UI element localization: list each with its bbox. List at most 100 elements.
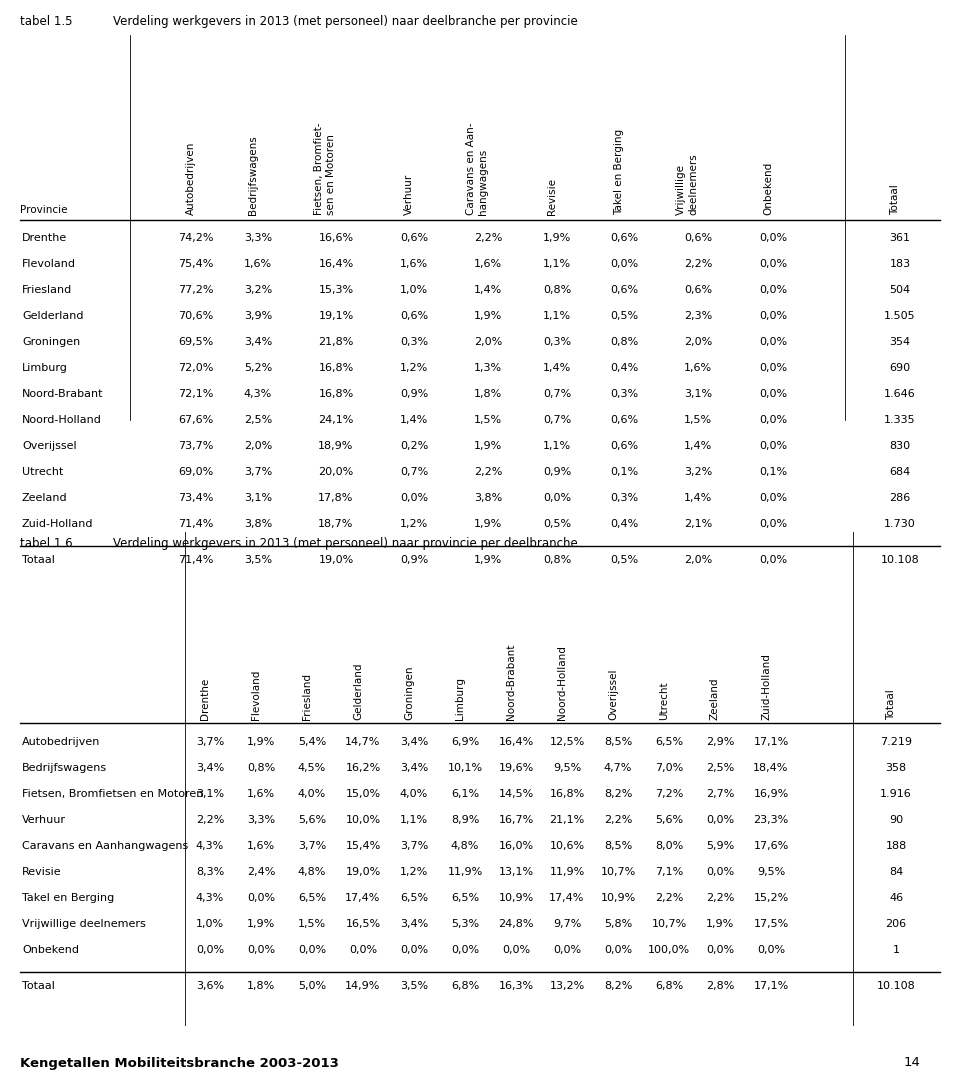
Text: 13,2%: 13,2% bbox=[549, 981, 585, 991]
Text: 16,7%: 16,7% bbox=[498, 815, 534, 825]
Text: Onbekend: Onbekend bbox=[763, 162, 773, 215]
Text: 7,0%: 7,0% bbox=[655, 762, 684, 773]
Text: 16,4%: 16,4% bbox=[319, 259, 353, 269]
Text: 3,3%: 3,3% bbox=[244, 233, 272, 243]
Text: 2,2%: 2,2% bbox=[706, 893, 734, 903]
Text: 3,5%: 3,5% bbox=[244, 555, 272, 565]
Text: 74,2%: 74,2% bbox=[179, 233, 214, 243]
Text: 6,5%: 6,5% bbox=[298, 893, 326, 903]
Text: 1.916: 1.916 bbox=[880, 789, 912, 799]
Text: Totaal: Totaal bbox=[890, 185, 900, 215]
Text: 3,7%: 3,7% bbox=[298, 841, 326, 851]
Text: 4,8%: 4,8% bbox=[298, 867, 326, 877]
Text: 0,6%: 0,6% bbox=[610, 285, 638, 295]
Text: 77,2%: 77,2% bbox=[179, 285, 214, 295]
Text: Autobedrijven: Autobedrijven bbox=[22, 737, 101, 747]
Text: 16,8%: 16,8% bbox=[319, 363, 353, 373]
Text: 3,1%: 3,1% bbox=[196, 789, 224, 799]
Text: 0,6%: 0,6% bbox=[610, 415, 638, 426]
Text: 2,2%: 2,2% bbox=[684, 259, 712, 269]
Text: 2,0%: 2,0% bbox=[474, 337, 502, 347]
Text: Drenthe: Drenthe bbox=[200, 678, 210, 720]
Text: 6,9%: 6,9% bbox=[451, 737, 479, 747]
Text: 0,0%: 0,0% bbox=[759, 441, 787, 451]
Text: 0,4%: 0,4% bbox=[610, 363, 638, 373]
Text: 3,1%: 3,1% bbox=[684, 389, 712, 399]
Text: 6,5%: 6,5% bbox=[655, 737, 684, 747]
Text: 0,6%: 0,6% bbox=[400, 233, 428, 243]
Text: 0,0%: 0,0% bbox=[759, 389, 787, 399]
Text: 13,1%: 13,1% bbox=[498, 867, 534, 877]
Text: 0,2%: 0,2% bbox=[400, 441, 428, 451]
Text: 17,1%: 17,1% bbox=[754, 981, 788, 991]
Text: Onbekend: Onbekend bbox=[22, 945, 79, 955]
Text: 19,0%: 19,0% bbox=[319, 555, 353, 565]
Text: 3,4%: 3,4% bbox=[400, 762, 428, 773]
Text: 1.646: 1.646 bbox=[884, 389, 916, 399]
Text: 0,8%: 0,8% bbox=[247, 762, 276, 773]
Text: Vrijwillige deelnemers: Vrijwillige deelnemers bbox=[22, 919, 146, 929]
Text: 4,3%: 4,3% bbox=[196, 841, 224, 851]
Text: Zeeland: Zeeland bbox=[22, 492, 67, 503]
Text: 1,6%: 1,6% bbox=[684, 363, 712, 373]
Text: 0,6%: 0,6% bbox=[684, 233, 712, 243]
Text: 0,3%: 0,3% bbox=[543, 337, 571, 347]
Text: 18,9%: 18,9% bbox=[319, 441, 353, 451]
Text: 4,3%: 4,3% bbox=[244, 389, 272, 399]
Text: Caravans en Aan-
hangwagens: Caravans en Aan- hangwagens bbox=[467, 122, 488, 215]
Text: 84: 84 bbox=[889, 867, 903, 877]
Text: Verhuur: Verhuur bbox=[404, 174, 414, 215]
Text: 1,4%: 1,4% bbox=[474, 285, 502, 295]
Text: 1.505: 1.505 bbox=[884, 311, 916, 321]
Text: 188: 188 bbox=[885, 841, 906, 851]
Text: 8,2%: 8,2% bbox=[604, 981, 633, 991]
Text: 0,0%: 0,0% bbox=[553, 945, 581, 955]
Text: tabel 1.5: tabel 1.5 bbox=[20, 15, 73, 28]
Text: 10,9%: 10,9% bbox=[600, 893, 636, 903]
Text: 0,7%: 0,7% bbox=[542, 415, 571, 426]
Text: 8,2%: 8,2% bbox=[604, 789, 633, 799]
Text: 1.335: 1.335 bbox=[884, 415, 916, 426]
Text: 2,3%: 2,3% bbox=[684, 311, 712, 321]
Text: 3,2%: 3,2% bbox=[244, 285, 272, 295]
Text: 0,8%: 0,8% bbox=[610, 337, 638, 347]
Text: 71,4%: 71,4% bbox=[179, 519, 214, 529]
Text: 1,8%: 1,8% bbox=[247, 981, 276, 991]
Text: 1: 1 bbox=[893, 945, 900, 955]
Text: 0,6%: 0,6% bbox=[684, 285, 712, 295]
Text: 1,9%: 1,9% bbox=[474, 555, 502, 565]
Text: 3,4%: 3,4% bbox=[400, 737, 428, 747]
Text: 7,2%: 7,2% bbox=[655, 789, 684, 799]
Text: 17,4%: 17,4% bbox=[549, 893, 585, 903]
Text: 0,3%: 0,3% bbox=[400, 337, 428, 347]
Text: 3,7%: 3,7% bbox=[196, 737, 224, 747]
Text: 0,0%: 0,0% bbox=[706, 945, 734, 955]
Text: 0,5%: 0,5% bbox=[610, 555, 638, 565]
Text: Vrijwillige
deelnemers: Vrijwillige deelnemers bbox=[677, 153, 698, 215]
Text: 6,8%: 6,8% bbox=[451, 981, 479, 991]
Text: Flevoland: Flevoland bbox=[22, 259, 76, 269]
Text: Verdeling werkgevers in 2013 (met personeel) naar provincie per deelbranche: Verdeling werkgevers in 2013 (met person… bbox=[113, 537, 578, 550]
Text: 17,1%: 17,1% bbox=[754, 737, 788, 747]
Text: 0,0%: 0,0% bbox=[247, 893, 276, 903]
Text: 1,6%: 1,6% bbox=[247, 841, 276, 851]
Text: 8,9%: 8,9% bbox=[451, 815, 479, 825]
Text: Overijssel: Overijssel bbox=[22, 441, 77, 451]
Text: 72,0%: 72,0% bbox=[179, 363, 214, 373]
Text: 5,6%: 5,6% bbox=[298, 815, 326, 825]
Text: 0,0%: 0,0% bbox=[759, 337, 787, 347]
Text: 3,5%: 3,5% bbox=[400, 981, 428, 991]
Text: 73,7%: 73,7% bbox=[179, 441, 214, 451]
Text: 0,6%: 0,6% bbox=[400, 311, 428, 321]
Text: 0,0%: 0,0% bbox=[759, 259, 787, 269]
Text: Noord-Holland: Noord-Holland bbox=[557, 645, 567, 720]
Text: 2,9%: 2,9% bbox=[706, 737, 734, 747]
Text: 15,0%: 15,0% bbox=[346, 789, 380, 799]
Text: Takel en Berging: Takel en Berging bbox=[22, 893, 114, 903]
Text: 0,9%: 0,9% bbox=[542, 467, 571, 477]
Text: 0,9%: 0,9% bbox=[400, 555, 428, 565]
Text: 14,7%: 14,7% bbox=[346, 737, 381, 747]
Text: 18,7%: 18,7% bbox=[319, 519, 353, 529]
Text: 4,3%: 4,3% bbox=[196, 893, 224, 903]
Text: 16,5%: 16,5% bbox=[346, 919, 380, 929]
